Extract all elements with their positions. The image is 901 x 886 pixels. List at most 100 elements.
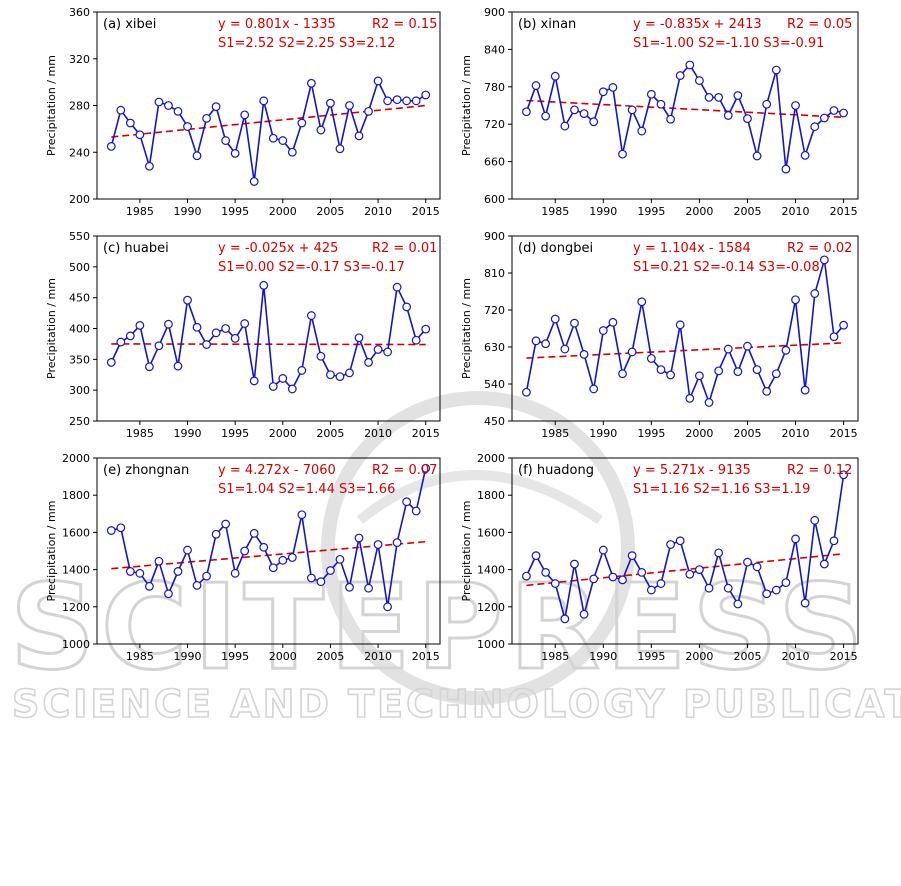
data-point xyxy=(278,136,288,145)
data-point xyxy=(173,106,183,116)
data-point xyxy=(373,540,383,549)
x-tick-label: 2015 xyxy=(412,427,440,440)
chart-panel-1: 200 240 280 320 360 1985 1990 1995 2000 2005 2010 2… xyxy=(45,6,441,218)
data-point xyxy=(335,144,345,154)
x-tick-label: 1995 xyxy=(221,650,249,663)
x-tick-label: 1990 xyxy=(174,427,202,440)
data-point xyxy=(733,367,743,377)
y-tick-label: 250 xyxy=(69,415,90,428)
data-point xyxy=(230,568,240,578)
data-point xyxy=(839,320,848,330)
y-tick-label: 450 xyxy=(484,415,505,428)
y-tick-label: 360 xyxy=(69,6,90,19)
data-point xyxy=(771,369,781,379)
data-point xyxy=(278,555,288,565)
data-point xyxy=(421,90,431,100)
x-tick-label: 2005 xyxy=(733,205,761,218)
data-point xyxy=(589,384,599,394)
data-point xyxy=(230,333,240,343)
data-point xyxy=(183,545,192,555)
data-point xyxy=(249,177,259,186)
data-point xyxy=(743,557,752,567)
x-tick-label: 2010 xyxy=(782,650,810,663)
data-point xyxy=(819,113,829,123)
data-point xyxy=(560,614,570,624)
data-point xyxy=(723,344,733,354)
panel-title: (b) xinan xyxy=(518,17,576,32)
x-tick-label: 2005 xyxy=(316,650,344,663)
plot-frame xyxy=(96,457,441,645)
data-point xyxy=(800,150,810,160)
data-point xyxy=(145,362,154,372)
r-squared-label: R2 = 0.02 xyxy=(787,241,852,256)
data-point xyxy=(125,331,135,341)
y-tick-label: 1200 xyxy=(477,601,505,614)
x-tick-label: 1990 xyxy=(174,650,202,663)
regression-equation: y = 5.271x - 9135 xyxy=(633,463,751,478)
trend-line xyxy=(111,540,426,570)
y-tick-label: 540 xyxy=(484,378,505,391)
y-tick-label: 810 xyxy=(484,267,505,280)
data-point xyxy=(202,340,211,349)
data-point xyxy=(402,497,412,507)
x-tick-label: 1995 xyxy=(637,427,665,440)
data-point xyxy=(287,384,297,394)
r-squared-label: R2 = 0.12 xyxy=(787,463,852,478)
x-tick-label: 2015 xyxy=(412,205,440,218)
data-point xyxy=(714,366,724,376)
data-point xyxy=(354,131,364,141)
data-point xyxy=(135,568,145,578)
data-point xyxy=(598,326,608,335)
x-tick-label: 1990 xyxy=(589,427,617,440)
data-point xyxy=(675,71,685,80)
plot-frame xyxy=(511,235,859,422)
data-point xyxy=(297,510,307,520)
data-point xyxy=(656,99,666,109)
y-tick-label: 200 xyxy=(69,193,90,206)
data-point xyxy=(522,387,531,397)
data-point xyxy=(125,118,135,128)
data-point xyxy=(666,540,675,549)
chart-panel-5: 1000 1200 1400 1600 1800 2000 1985 1990 1995 2000… xyxy=(45,452,441,663)
regression-equation: y = 1.104x - 1584 xyxy=(633,241,751,256)
chart-panel-2: 600 660 720 780 840 900 1985 1990 1995 2000 2005 20… xyxy=(460,6,859,218)
data-point xyxy=(106,358,116,367)
data-point xyxy=(637,126,647,136)
data-point xyxy=(791,295,800,305)
y-tick-label: 1600 xyxy=(62,526,90,539)
x-tick-label: 2000 xyxy=(269,650,297,663)
data-point xyxy=(829,536,839,546)
data-point xyxy=(704,92,714,102)
data-point xyxy=(259,542,269,552)
r-squared-label: R2 = 0.05 xyxy=(787,17,852,32)
data-point xyxy=(335,554,345,564)
data-point xyxy=(570,105,579,115)
data-point xyxy=(723,111,733,120)
x-tick-label: 2005 xyxy=(316,427,344,440)
data-point xyxy=(116,337,126,347)
data-point xyxy=(752,365,762,375)
data-point xyxy=(106,142,116,151)
data-point xyxy=(154,556,164,566)
data-point xyxy=(695,371,704,381)
x-tick-label: 2015 xyxy=(412,650,440,663)
y-tick-label: 2000 xyxy=(477,452,505,465)
data-point xyxy=(345,101,354,110)
data-point xyxy=(230,149,240,158)
x-tick-label: 2000 xyxy=(685,427,713,440)
data-point xyxy=(781,578,791,588)
data-point xyxy=(135,321,145,330)
data-point xyxy=(116,105,126,115)
data-point xyxy=(383,347,392,357)
series-line xyxy=(525,474,845,620)
data-point xyxy=(550,71,560,81)
data-point xyxy=(373,76,383,86)
panel-title: (e) zhongnan xyxy=(103,463,189,478)
data-point xyxy=(326,566,335,575)
data-point xyxy=(522,571,531,581)
series-line xyxy=(525,63,844,170)
data-point xyxy=(541,567,551,577)
data-point xyxy=(211,529,221,539)
data-point xyxy=(421,324,431,334)
